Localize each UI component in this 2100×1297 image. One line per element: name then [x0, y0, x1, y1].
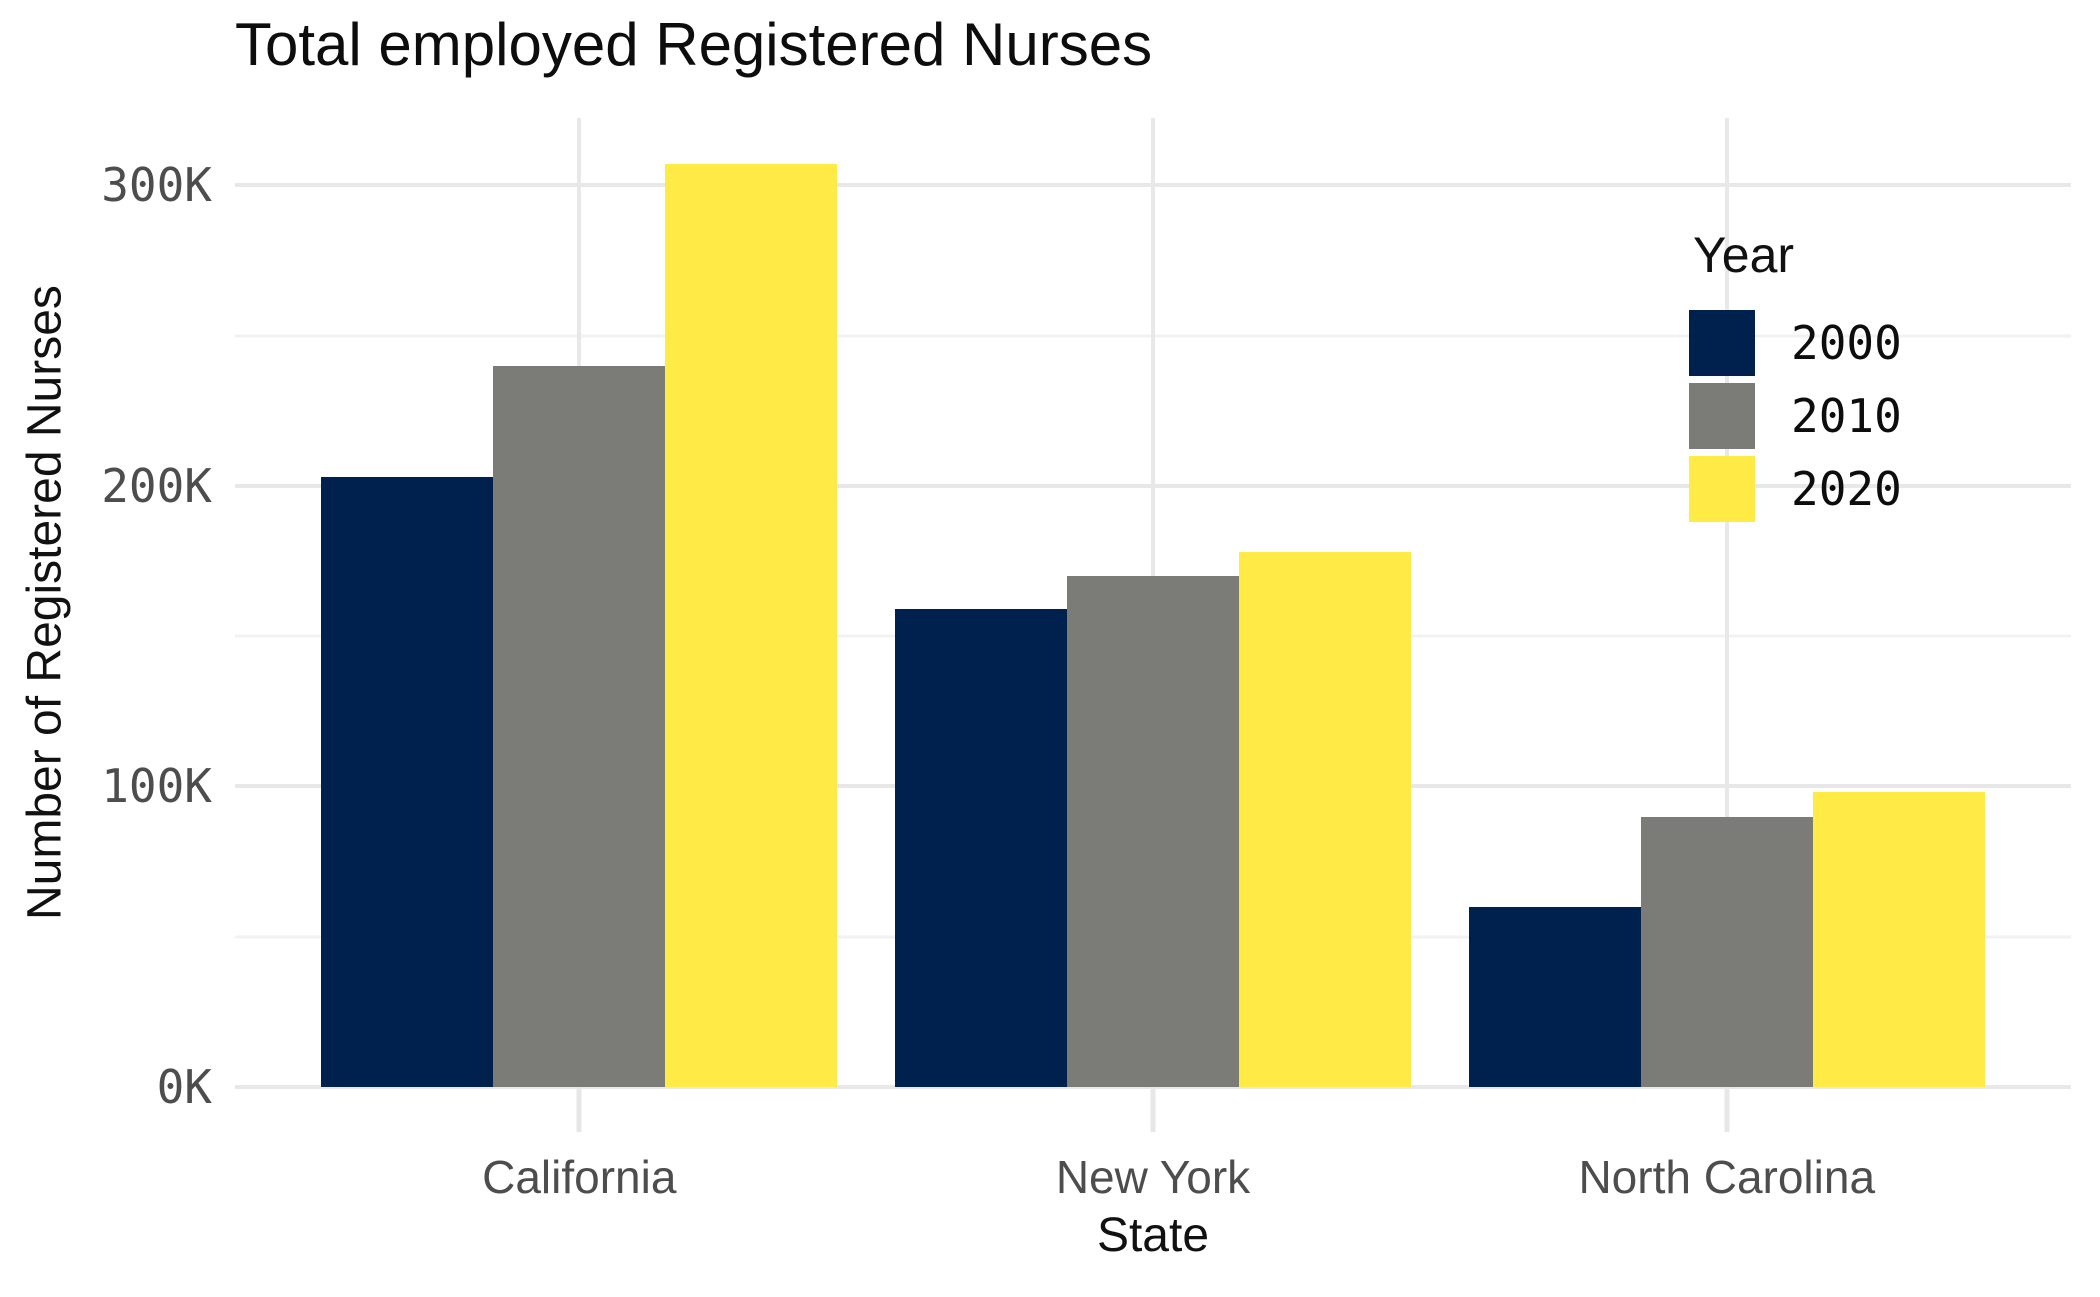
gridline-vertical — [1724, 118, 1729, 1087]
legend-items: 2000 2010 2020 — [1689, 310, 1902, 522]
bar-north-carolina-2010 — [1640, 816, 1813, 1087]
y-tick-label: 200K — [101, 458, 212, 513]
y-tick-label: 300K — [101, 158, 212, 213]
bar-north-carolina-2000 — [1468, 906, 1641, 1087]
legend-label: 2010 — [1791, 389, 1902, 443]
legend-item-2000: 2000 — [1689, 310, 1902, 376]
bar-new-york-2010 — [1066, 576, 1240, 1087]
legend: Year 2000 2010 2020 — [1689, 226, 1902, 529]
bar-new-york-2020 — [1239, 552, 1412, 1087]
legend-label: 2020 — [1791, 462, 1902, 516]
x-tick-mark — [576, 1087, 582, 1132]
bar-new-york-2000 — [894, 609, 1067, 1087]
y-tick-label: 100K — [101, 759, 212, 814]
x-tick-label: California — [482, 1151, 677, 1203]
x-axis-tick-labels: California New York North Carolina — [235, 1150, 2071, 1206]
y-axis-tick-labels: 0K 100K 200K 300K — [0, 118, 212, 1114]
bar-california-2010 — [493, 365, 666, 1087]
chart-title: Total employed Registered Nurses — [235, 11, 1153, 78]
x-tick-label: North Carolina — [1578, 1151, 1876, 1203]
bar-california-2000 — [321, 476, 494, 1087]
bar-north-carolina-2020 — [1812, 792, 1985, 1087]
legend-item-2010: 2010 — [1689, 383, 1902, 449]
legend-label: 2000 — [1791, 316, 1902, 370]
x-tick-mark — [1150, 1087, 1156, 1132]
legend-swatch-2000 — [1689, 310, 1755, 376]
legend-item-2020: 2020 — [1689, 456, 1902, 522]
y-tick-label: 0K — [156, 1060, 212, 1114]
legend-swatch-2010 — [1689, 383, 1755, 449]
x-tick-mark — [1724, 1087, 1730, 1132]
bar-california-2020 — [665, 164, 838, 1087]
legend-title: Year — [1693, 227, 1795, 283]
legend-swatch-2020 — [1689, 456, 1755, 522]
x-tick-label: New York — [1055, 1151, 1251, 1203]
x-axis-tick-marks — [235, 1087, 2071, 1133]
plot-panel: Year 2000 2010 2020 — [235, 118, 2071, 1089]
x-axis-title: State — [1096, 1209, 1210, 1262]
